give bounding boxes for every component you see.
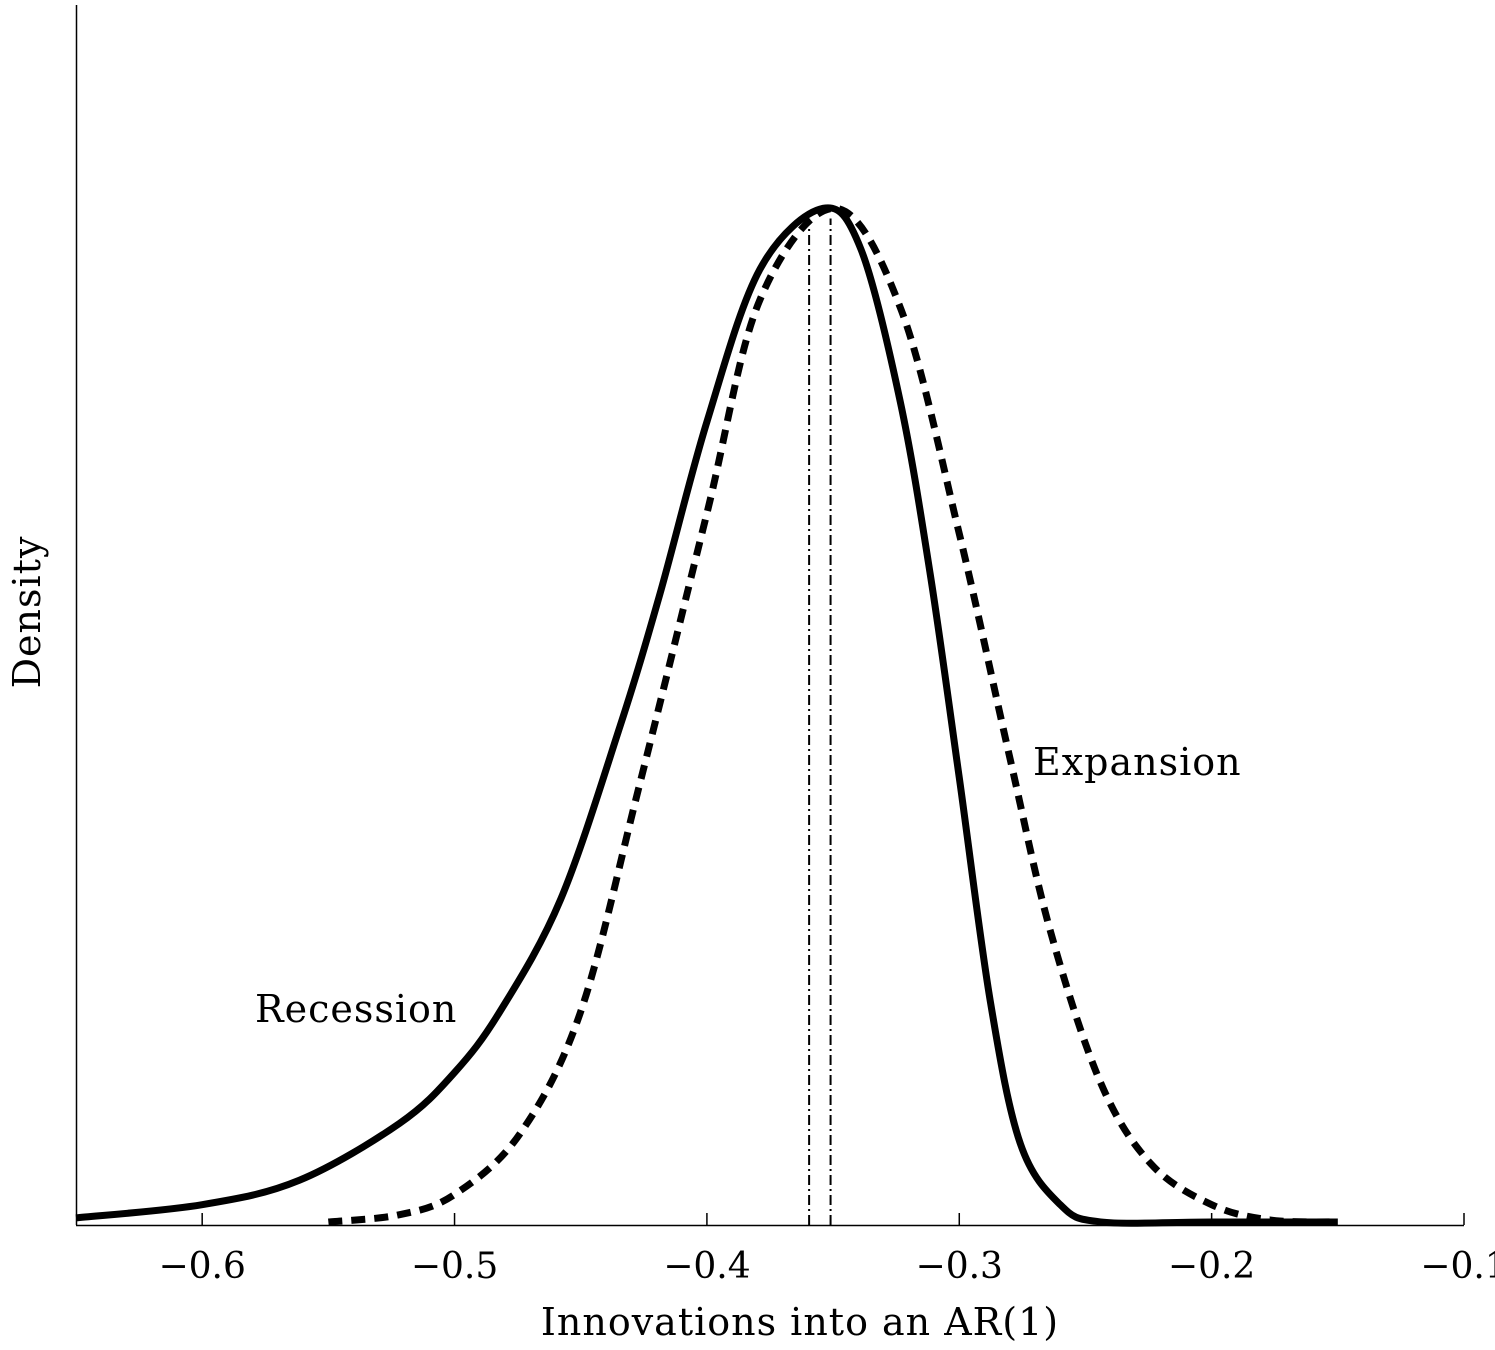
- y-axis-title: Density: [5, 536, 49, 689]
- x-ticks: −0.6 −0.5 −0.4 −0.3 −0.2 −0.1: [158, 1213, 1495, 1287]
- x-tick-label: −0.2: [1168, 1246, 1255, 1287]
- x-tick-label: −0.5: [411, 1246, 498, 1287]
- x-tick-label: −0.6: [158, 1246, 245, 1287]
- annotation-recession: Recession: [255, 987, 457, 1031]
- series-group: [75, 204, 1338, 1227]
- series-line-recession: [75, 204, 1338, 1227]
- vertical-lines: [808, 218, 832, 1225]
- x-tick-label: −0.3: [916, 1246, 1003, 1287]
- x-tick-label: −0.4: [663, 1246, 750, 1287]
- x-axis-title: Innovations into an AR(1): [541, 1300, 1059, 1344]
- axes: [75, 5, 1464, 1227]
- annotation-expansion: Expansion: [1033, 740, 1242, 784]
- series-line-expansion: [328, 204, 1338, 1226]
- x-tick-label: −0.1: [1420, 1246, 1495, 1287]
